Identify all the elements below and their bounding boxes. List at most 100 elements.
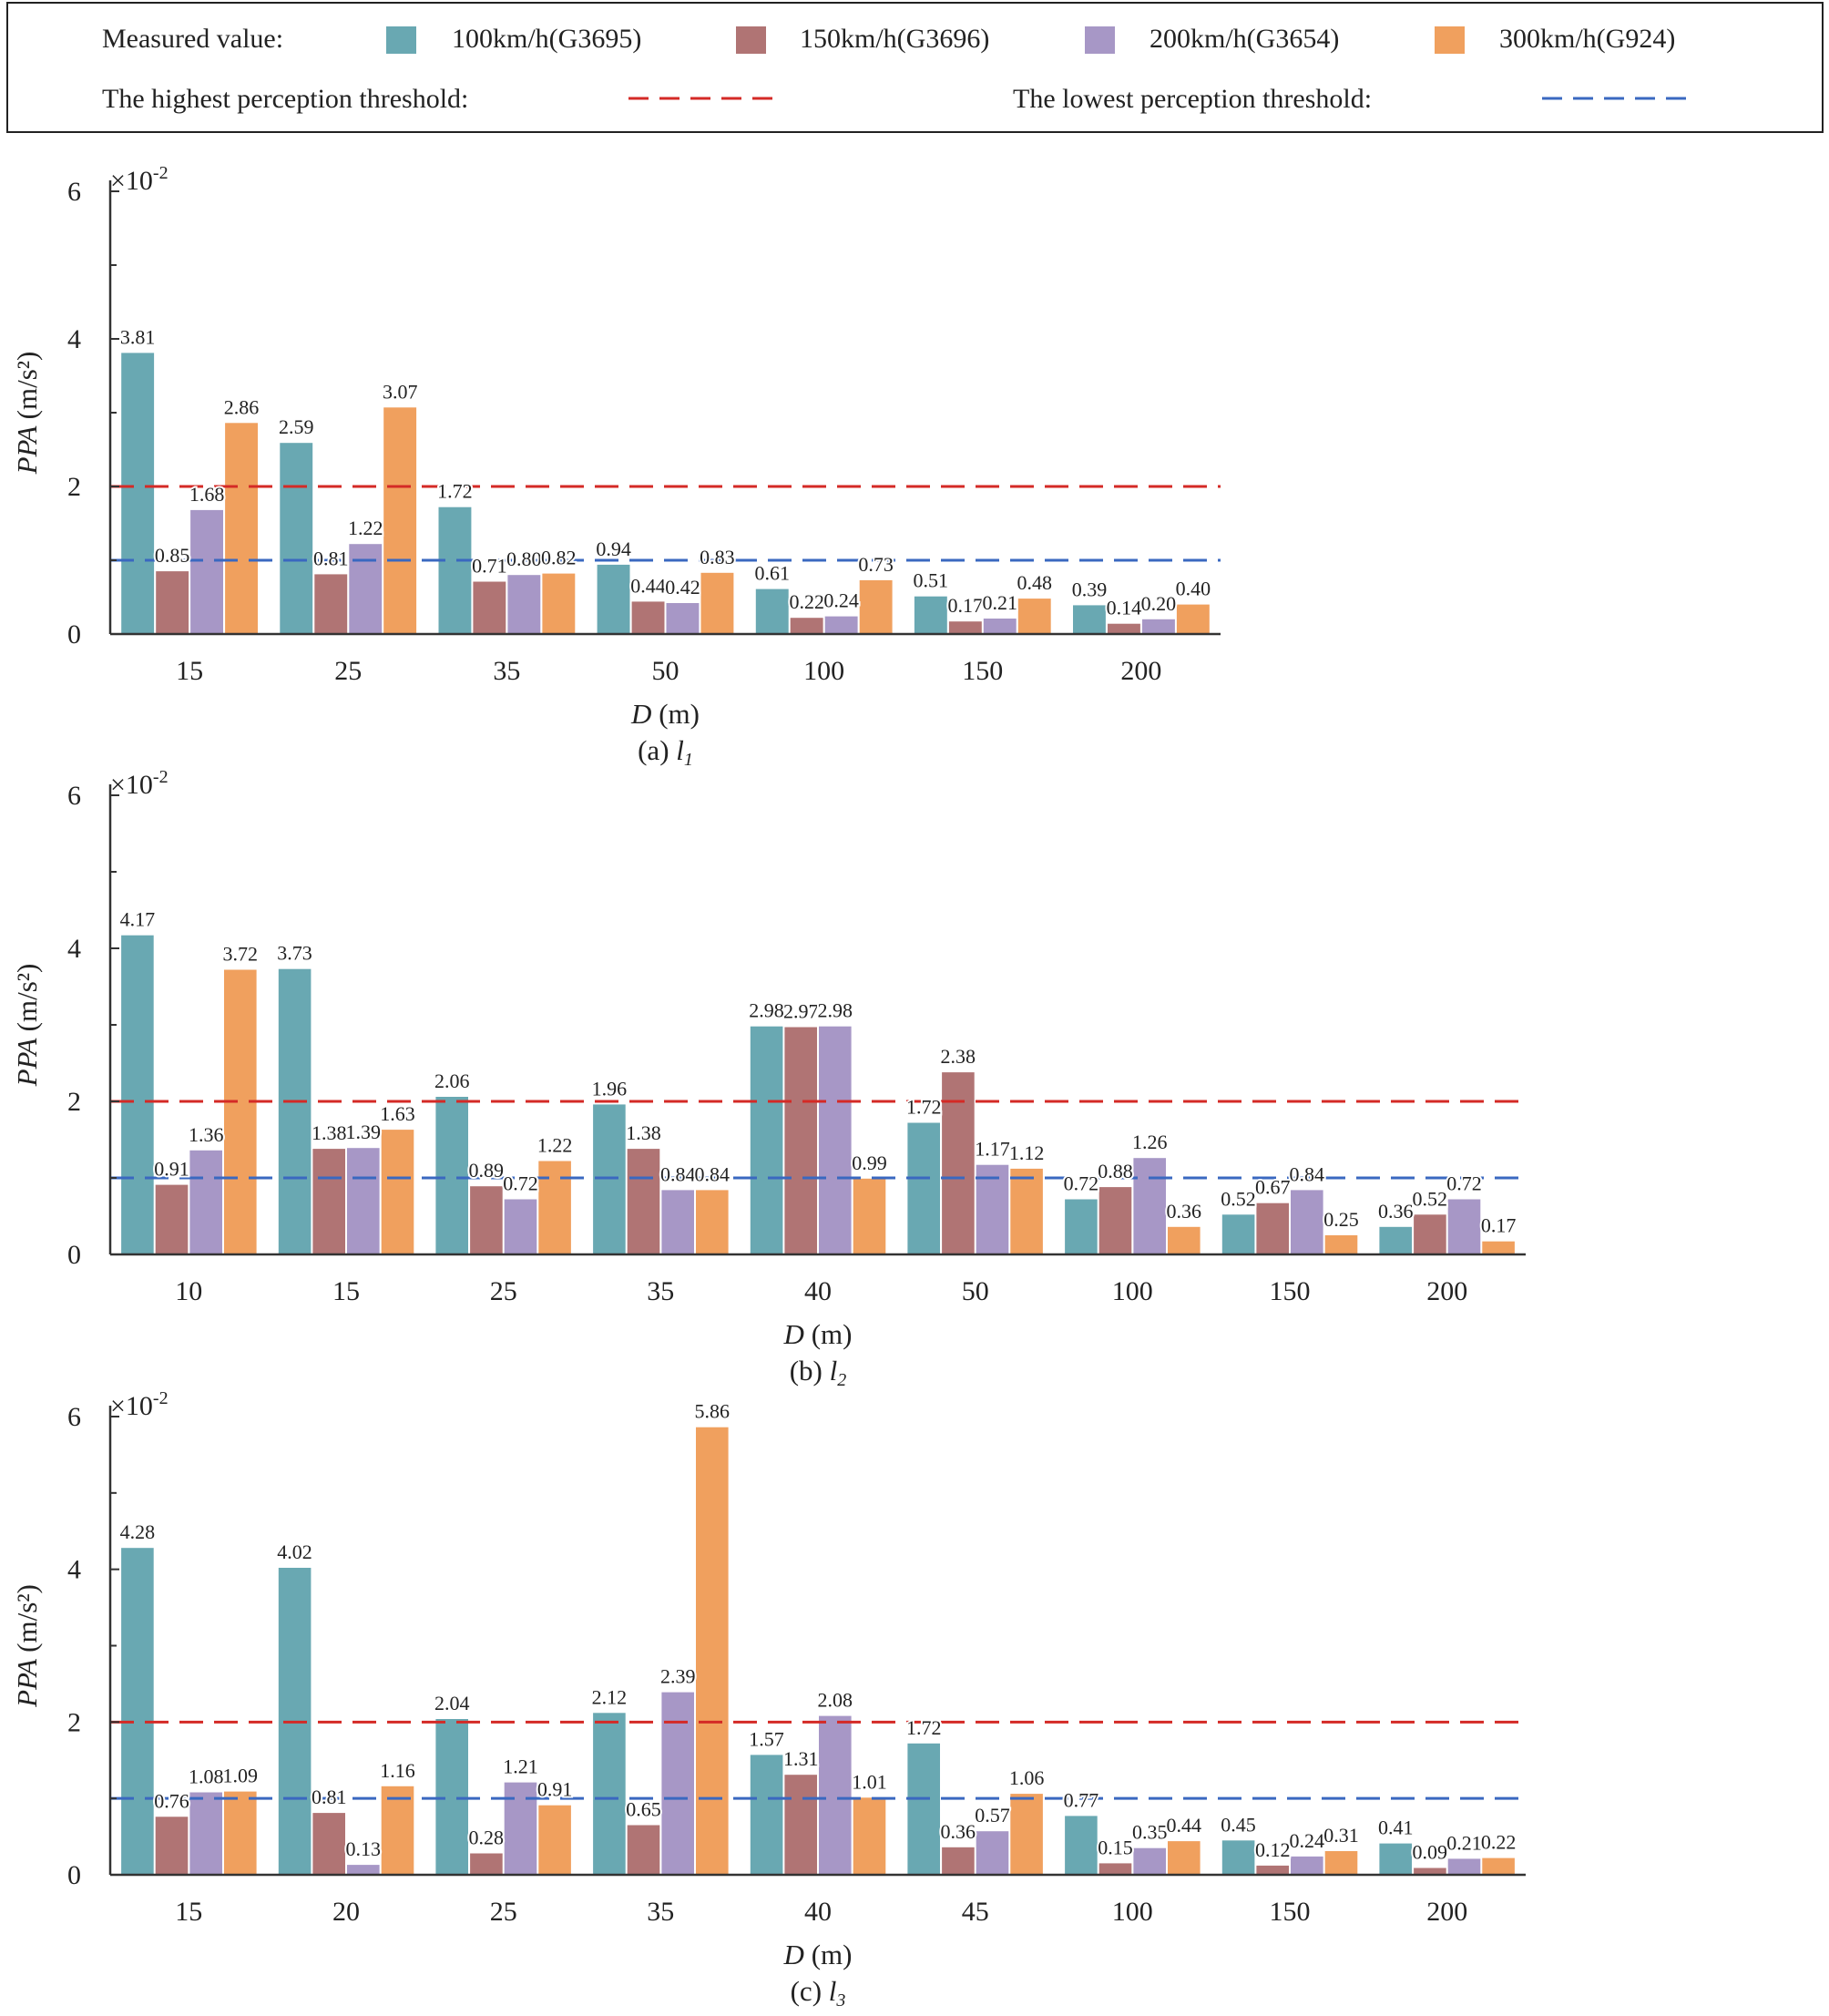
- data-label-300km-h-g924-d20: 1.16: [380, 1759, 415, 1782]
- panel-caption: (b) l2: [790, 1355, 847, 1390]
- data-label-100km-h-g3695-d15: 3.73: [277, 942, 312, 965]
- data-label-150km-h-g3696-d100: 0.22: [789, 590, 824, 613]
- data-label-100km-h-g3695-d25: 2.06: [434, 1069, 470, 1092]
- bar-100km-h-g3695-d40: [750, 1026, 783, 1254]
- bar-150km-h-g3696-d35: [627, 1825, 660, 1875]
- data-label-150km-h-g3696-d40: 2.97: [783, 1000, 819, 1023]
- bar-100km-h-g3695-d100: [1065, 1199, 1098, 1254]
- data-label-200km-h-g3654-d35: 0.80: [506, 547, 542, 570]
- data-label-200km-h-g3654-d35: 0.84: [660, 1162, 696, 1185]
- bar-100km-h-g3695-d100: [755, 588, 789, 634]
- data-label-150km-h-g3696-d100: 0.88: [1098, 1160, 1133, 1182]
- bar-300km-h-g924-d200: [1482, 1241, 1515, 1254]
- bar-150km-h-g3696-d25: [470, 1853, 503, 1875]
- y-tick-label-4: 4: [67, 1555, 81, 1585]
- data-label-300km-h-g924-d100: 0.36: [1167, 1200, 1202, 1223]
- bar-300km-h-g924-d50: [1010, 1168, 1043, 1254]
- bar-300km-h-g924-d100: [1168, 1226, 1201, 1254]
- data-label-100km-h-g3695-d200: 0.36: [1378, 1200, 1414, 1223]
- data-label-200km-h-g3654-d150: 0.84: [1290, 1162, 1325, 1185]
- chart-panel-3: 4.28 4.02 2.04 2.12 1.57 1.72 0.77 0.45 0.41 0.76…: [11, 1388, 1526, 2011]
- y-tick-label-2: 2: [67, 1087, 81, 1117]
- bar-200km-h-g3654-d40: [819, 1026, 852, 1254]
- data-label-300km-h-g924-d35: 0.84: [695, 1162, 731, 1185]
- data-label-100km-h-g3695-d35: 1.72: [437, 480, 473, 503]
- bar-200km-h-g3654-d25: [504, 1199, 537, 1254]
- bar-200km-h-g3654-d200: [1447, 1199, 1481, 1254]
- data-label-200km-h-g3654-d200: 0.21: [1446, 1831, 1482, 1854]
- bar-100km-h-g3695-d150: [1221, 1214, 1255, 1254]
- bar-200km-h-g3654-d10: [189, 1150, 222, 1254]
- data-label-100km-h-g3695-d100: 0.72: [1064, 1172, 1099, 1195]
- bar-150km-h-g3696-d15: [156, 571, 189, 634]
- bar-200km-h-g3654-d50: [666, 603, 700, 634]
- bar-150km-h-g3696-d45: [942, 1847, 975, 1875]
- data-label-150km-h-g3696-d200: 0.09: [1413, 1841, 1448, 1864]
- bar-100km-h-g3695-d45: [907, 1743, 940, 1875]
- bar-100km-h-g3695-d25: [435, 1719, 468, 1875]
- data-label-300km-h-g924-d15: 2.86: [224, 395, 260, 418]
- bar-200km-h-g3654-d150: [1291, 1190, 1323, 1254]
- y-exponent-label: ×10-2: [110, 767, 169, 800]
- bar-300km-h-g924-d100: [859, 579, 893, 634]
- legend-swatch-300kmh: [1435, 26, 1465, 54]
- x-tick-label-25: 25: [334, 656, 362, 686]
- bar-100km-h-g3695-d25: [280, 443, 313, 634]
- bar-200km-h-g3654-d200: [1142, 619, 1175, 634]
- bar-200km-h-g3654-d15: [347, 1148, 380, 1254]
- data-label-100km-h-g3695-d25: 2.04: [434, 1692, 470, 1714]
- bar-200km-h-g3654-d45: [976, 1831, 1009, 1875]
- data-label-300km-h-g924-d150: 0.25: [1323, 1208, 1359, 1231]
- data-label-150km-h-g3696-d150: 0.17: [948, 594, 984, 617]
- data-label-300km-h-g924-d100: 0.44: [1167, 1814, 1202, 1837]
- data-label-100km-h-g3695-d40: 2.98: [749, 999, 784, 1022]
- legend-measured-label: Measured value:: [102, 24, 283, 54]
- bar-150km-h-g3696-d25: [314, 574, 348, 634]
- data-label-150km-h-g3696-d50: 2.38: [941, 1045, 976, 1068]
- bar-150km-h-g3696-d200: [1414, 1868, 1446, 1875]
- y-tick-label-4: 4: [67, 934, 81, 964]
- legend-box: [6, 2, 1824, 133]
- data-label-150km-h-g3696-d35: 0.65: [626, 1798, 661, 1821]
- bar-200km-h-g3654-d35: [507, 575, 541, 634]
- bar-100km-h-g3695-d50: [597, 564, 630, 634]
- y-tick-label-4: 4: [67, 324, 81, 354]
- x-tick-label-15: 15: [175, 1897, 202, 1927]
- y-tick-label-2: 2: [67, 472, 81, 502]
- bar-300km-h-g924-d10: [224, 969, 257, 1254]
- data-label-200km-h-g3654-d150: 0.21: [983, 591, 1018, 614]
- data-label-100km-h-g3695-d150: 0.51: [914, 569, 949, 592]
- data-label-150km-h-g3696-d40: 1.31: [783, 1747, 819, 1770]
- y-axis-title: PPA (m/s²): [11, 352, 43, 476]
- y-tick-label-6: 6: [67, 1402, 81, 1432]
- legend: Measured value: 100km/h(G3695) 150km/h(G…: [102, 24, 1686, 114]
- bar-300km-h-g924-d25: [383, 407, 417, 634]
- legend-swatch-150kmh: [736, 26, 766, 54]
- data-label-150km-h-g3696-d45: 0.36: [941, 1820, 976, 1843]
- data-label-100km-h-g3695-d40: 1.57: [749, 1727, 784, 1750]
- legend-label-200kmh: 200km/h(G3654): [1150, 24, 1339, 54]
- legend-label-300kmh: 300km/h(G924): [1499, 24, 1675, 54]
- bar-300km-h-g924-d150: [1017, 599, 1051, 634]
- data-label-200km-h-g3654-d25: 0.72: [503, 1172, 538, 1195]
- y-axis-title: PPA (m/s²): [11, 1584, 43, 1708]
- bar-200km-h-g3654-d20: [347, 1865, 380, 1875]
- panel-caption: (a) l1: [638, 734, 693, 770]
- data-label-150km-h-g3696-d15: 0.85: [155, 544, 190, 567]
- data-label-300km-h-g924-d40: 0.99: [852, 1151, 887, 1174]
- bar-150km-h-g3696-d200: [1108, 623, 1140, 634]
- bar-100km-h-g3695-d50: [907, 1122, 940, 1254]
- data-label-150km-h-g3696-d25: 0.28: [469, 1827, 505, 1849]
- data-label-300km-h-g924-d10: 3.72: [223, 943, 259, 966]
- data-label-300km-h-g924-d25: 3.07: [383, 380, 418, 403]
- x-tick-label-25: 25: [490, 1276, 517, 1306]
- bar-150km-h-g3696-d50: [942, 1072, 975, 1254]
- data-label-100km-h-g3695-d200: 0.41: [1378, 1816, 1414, 1839]
- data-label-200km-h-g3654-d50: 0.42: [665, 576, 700, 599]
- bar-150km-h-g3696-d100: [1098, 1187, 1132, 1254]
- data-label-100km-h-g3695-d45: 1.72: [906, 1716, 942, 1739]
- bar-300km-h-g924-d35: [542, 573, 576, 634]
- bar-100km-h-g3695-d40: [750, 1755, 783, 1875]
- data-label-200km-h-g3654-d40: 2.98: [818, 999, 853, 1022]
